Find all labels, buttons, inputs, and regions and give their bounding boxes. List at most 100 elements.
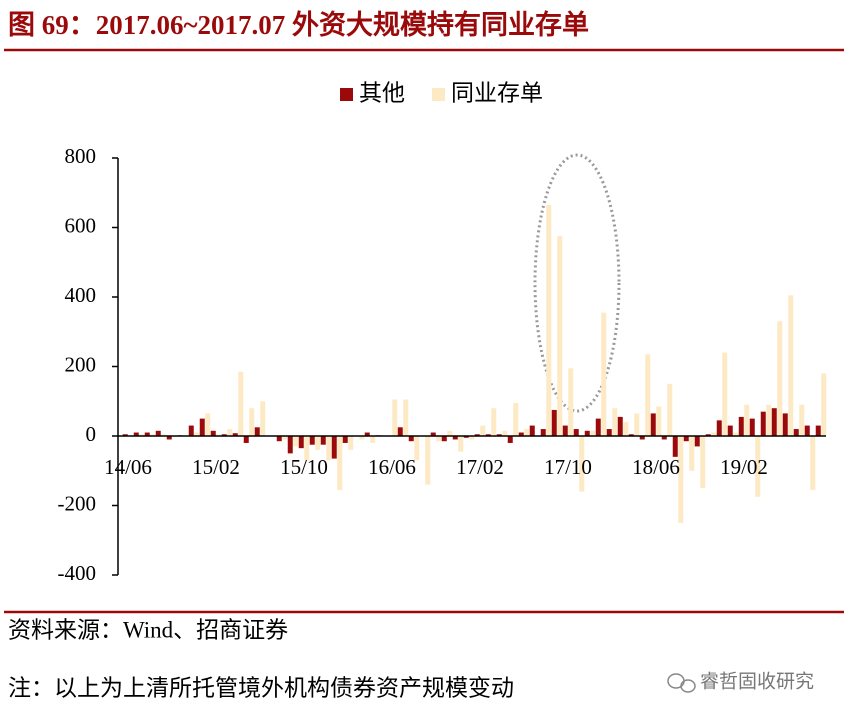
bar (309, 436, 315, 445)
bar (144, 432, 150, 436)
bar (804, 425, 810, 436)
bar (788, 295, 794, 436)
bar (425, 436, 431, 485)
bar (639, 436, 645, 440)
bar (601, 312, 607, 436)
x-tick-label: 15/02 (192, 455, 240, 479)
bar (766, 404, 772, 436)
bar (529, 425, 535, 436)
bar (282, 436, 288, 440)
bar (518, 432, 524, 436)
bar (238, 371, 244, 436)
bar (513, 402, 519, 436)
bar (436, 436, 442, 442)
bar (568, 368, 574, 436)
bar (227, 429, 233, 436)
y-tick-label: 800 (65, 144, 97, 168)
bar (524, 429, 530, 436)
bar (221, 434, 227, 436)
bar (447, 430, 453, 436)
legend-swatch (432, 88, 445, 101)
bar (634, 413, 640, 436)
bar (205, 413, 211, 436)
bar (199, 418, 205, 436)
y-tick-label: 0 (86, 422, 97, 446)
bar (760, 411, 766, 436)
highlight-ellipse (533, 153, 621, 413)
bar (595, 418, 601, 436)
x-tick-label: 14/06 (104, 455, 152, 479)
x-tick-label: 17/10 (544, 455, 592, 479)
bar (562, 425, 568, 436)
bar (579, 436, 585, 492)
bar (287, 436, 293, 454)
bar (678, 436, 684, 523)
bar (166, 436, 172, 440)
bar (491, 408, 497, 436)
bar (342, 436, 348, 443)
y-tick-label: 200 (65, 352, 97, 376)
bar (370, 436, 376, 443)
bar (606, 429, 612, 436)
bar (133, 432, 139, 436)
x-tick-label: 18/06 (632, 455, 680, 479)
y-tick-label: -200 (58, 491, 97, 515)
bar (711, 432, 717, 436)
bar (590, 430, 596, 436)
x-tick-label: 17/02 (456, 455, 504, 479)
bar (403, 399, 409, 436)
bar (650, 413, 656, 436)
bar (623, 422, 629, 436)
bar (722, 352, 728, 436)
bar (232, 433, 238, 436)
bar (463, 436, 469, 438)
bar (441, 436, 447, 442)
bar (557, 236, 563, 436)
bar (254, 427, 260, 436)
x-tick-label: 15/10 (280, 455, 328, 479)
bar (469, 436, 475, 440)
x-tick-label: 19/02 (720, 455, 768, 479)
bar (194, 432, 200, 436)
bar (573, 429, 579, 436)
bar (661, 436, 667, 440)
bar (738, 416, 744, 436)
bar (293, 436, 299, 447)
bar (430, 432, 436, 436)
bar (546, 204, 552, 436)
bar (502, 430, 508, 436)
bar (392, 399, 398, 436)
bar (397, 427, 403, 436)
bar (408, 436, 414, 442)
bar (733, 432, 739, 436)
bar (364, 432, 370, 436)
bar (689, 436, 695, 471)
bar (656, 406, 662, 436)
bar (821, 373, 827, 436)
y-tick-label: 600 (65, 213, 97, 237)
x-tick-label: 16/06 (368, 455, 416, 479)
note: 注：以上为上清所托管境外机构债券资产规模变动 (8, 675, 514, 700)
bar (150, 434, 156, 436)
watermark-icon (667, 673, 696, 693)
bar (249, 408, 255, 436)
bar (210, 430, 216, 436)
bar (672, 436, 678, 457)
legend-swatch (340, 88, 353, 101)
bar (260, 401, 266, 436)
bar (782, 413, 788, 436)
legend-label: 其他 (359, 80, 405, 105)
bar (276, 436, 282, 442)
bar (480, 425, 486, 436)
bar (139, 434, 145, 436)
bar (331, 436, 337, 459)
y-tick-label: 400 (65, 283, 97, 307)
bar (815, 425, 821, 436)
bar (243, 436, 249, 443)
bar (727, 425, 733, 436)
chart-title: 图 69：2017.06~2017.07 外资大规模持有同业存单 (8, 10, 589, 40)
bar (161, 434, 167, 436)
bar (414, 436, 420, 461)
bar (496, 434, 502, 436)
